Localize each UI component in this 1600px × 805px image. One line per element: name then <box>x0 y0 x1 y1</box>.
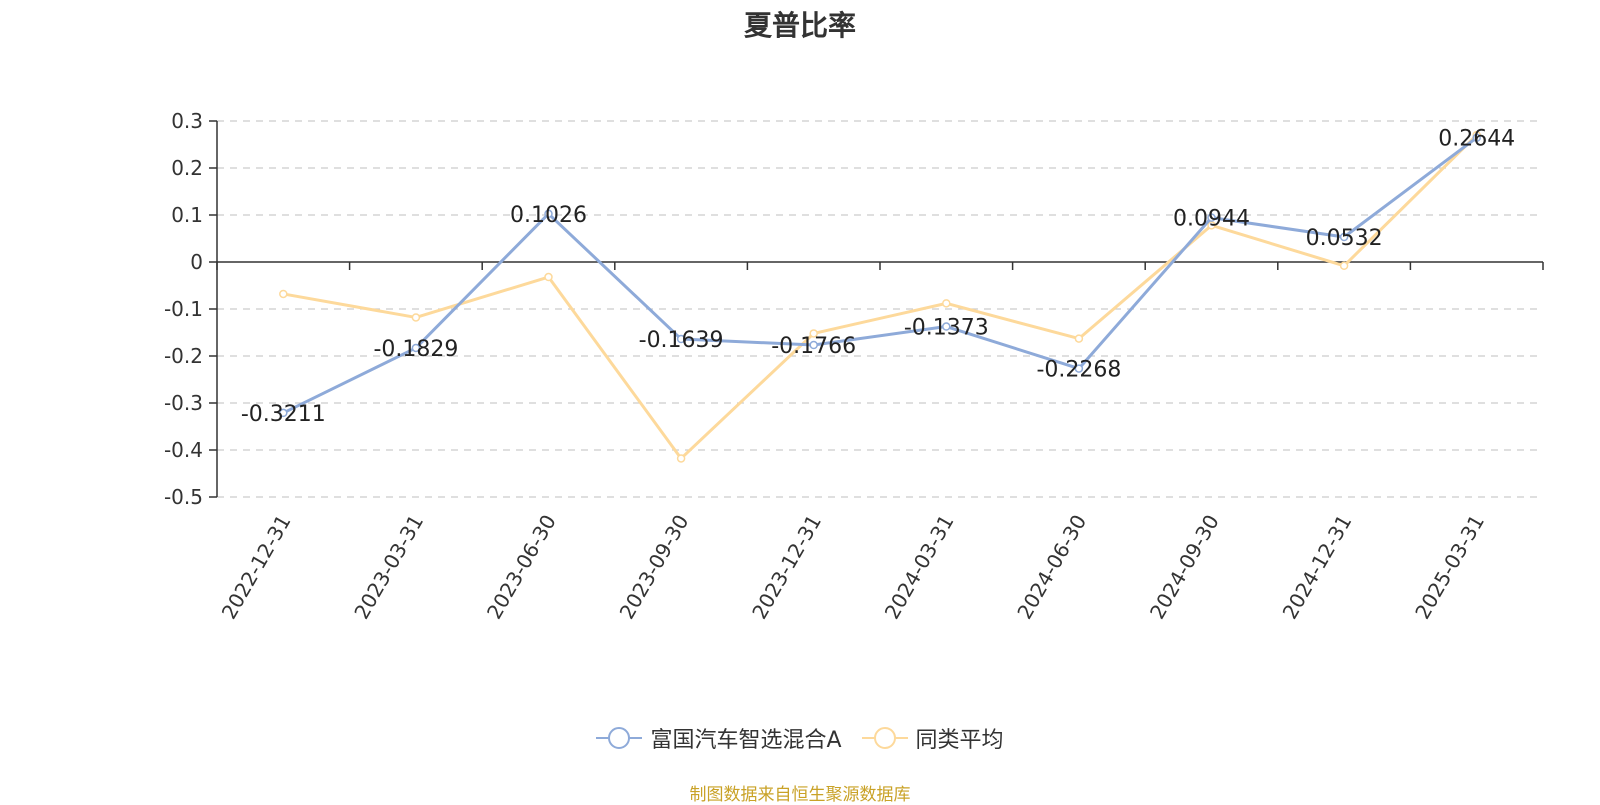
data-point <box>676 454 686 463</box>
x-tick-label: 2023-03-31 <box>349 511 428 624</box>
data-source-note: 制图数据来自恒生聚源数据库 <box>689 785 911 805</box>
y-tick-label: -0.2 <box>164 344 203 368</box>
chart-title: 夏普比率 <box>743 9 856 42</box>
data-point <box>411 313 421 322</box>
data-point <box>942 299 951 308</box>
y-tick-label: 0.1 <box>171 203 203 227</box>
data-label: 0.1026 <box>510 203 587 228</box>
data-label: 0.2644 <box>1438 127 1515 152</box>
legend: 富国汽车智选混合A 同类平均 <box>0 722 1600 754</box>
x-tick-label: 2024-12-31 <box>1278 511 1357 624</box>
data-label: -0.1766 <box>771 334 856 359</box>
data-point <box>1074 364 1084 373</box>
y-axis-ticks: 0.3 0.2 0.1 0 -0.1 -0.2 -0.3 -0.4 -0.5 <box>164 109 217 509</box>
legend-line-circle-icon <box>861 727 908 749</box>
legend-item-series-1[interactable]: 富国汽车智选混合A <box>596 722 842 754</box>
data-point <box>676 334 686 344</box>
data-label: -0.1373 <box>904 316 989 341</box>
legend-line-circle-icon <box>596 727 643 749</box>
data-point <box>544 209 553 219</box>
data-label: -0.1639 <box>639 328 724 353</box>
data-point <box>809 329 818 338</box>
legend-label: 同类平均 <box>915 728 1004 753</box>
x-axis-ticks: 2022-12-31 2023-03-31 2023-06-30 2023-09-30… <box>217 511 1489 624</box>
x-tick-label: 2022-12-31 <box>217 511 296 624</box>
data-point <box>942 322 951 331</box>
data-labels: -0.3211 -0.1829 0.1026 -0.1639 -0.1766 -0.137… <box>241 127 1515 427</box>
y-tick-label: 0 <box>190 250 203 274</box>
data-point <box>1472 133 1481 142</box>
x-tick-label: 2023-06-30 <box>482 511 561 624</box>
data-label: -0.3211 <box>241 402 326 427</box>
x-tick-label: 2023-09-30 <box>615 511 694 624</box>
legend-label: 富国汽车智选混合A <box>650 728 842 753</box>
x-tick-label: 2023-12-31 <box>747 511 826 624</box>
data-label: -0.1829 <box>373 337 458 362</box>
legend-item-series-2[interactable]: 同类平均 <box>861 722 1004 754</box>
x-tick-label: 2024-03-31 <box>880 511 959 624</box>
data-point <box>1074 334 1084 343</box>
line-chart: 0.3 0.2 0.1 0 -0.1 -0.2 -0.3 -0.4 -0.5 2022-12-3… <box>164 109 1544 624</box>
grid-lines <box>217 120 1543 498</box>
data-point <box>1207 213 1216 222</box>
data-point <box>279 289 288 299</box>
series-line-main <box>282 136 1478 415</box>
y-tick-label: 0.3 <box>171 109 203 133</box>
data-label: 0.0944 <box>1173 207 1250 232</box>
series-line-average <box>283 134 1478 460</box>
data-label: -0.2268 <box>1036 358 1121 383</box>
data-point <box>544 272 553 282</box>
y-tick-label: -0.3 <box>164 391 203 415</box>
x-tick-label: 2025-03-31 <box>1410 511 1489 624</box>
data-label: 0.0532 <box>1306 226 1383 251</box>
data-point <box>411 343 421 353</box>
y-tick-label: -0.5 <box>164 485 203 509</box>
data-point <box>809 340 818 350</box>
x-tick-label: 2024-09-30 <box>1145 511 1224 624</box>
data-point <box>279 408 288 418</box>
data-point <box>1339 261 1349 271</box>
y-tick-label: 0.2 <box>171 156 203 180</box>
y-tick-label: -0.1 <box>164 297 203 321</box>
data-point <box>1339 232 1349 242</box>
y-tick-label: -0.4 <box>164 438 203 462</box>
series-lines <box>279 130 1481 463</box>
x-tick-label: 2024-06-30 <box>1012 511 1091 624</box>
